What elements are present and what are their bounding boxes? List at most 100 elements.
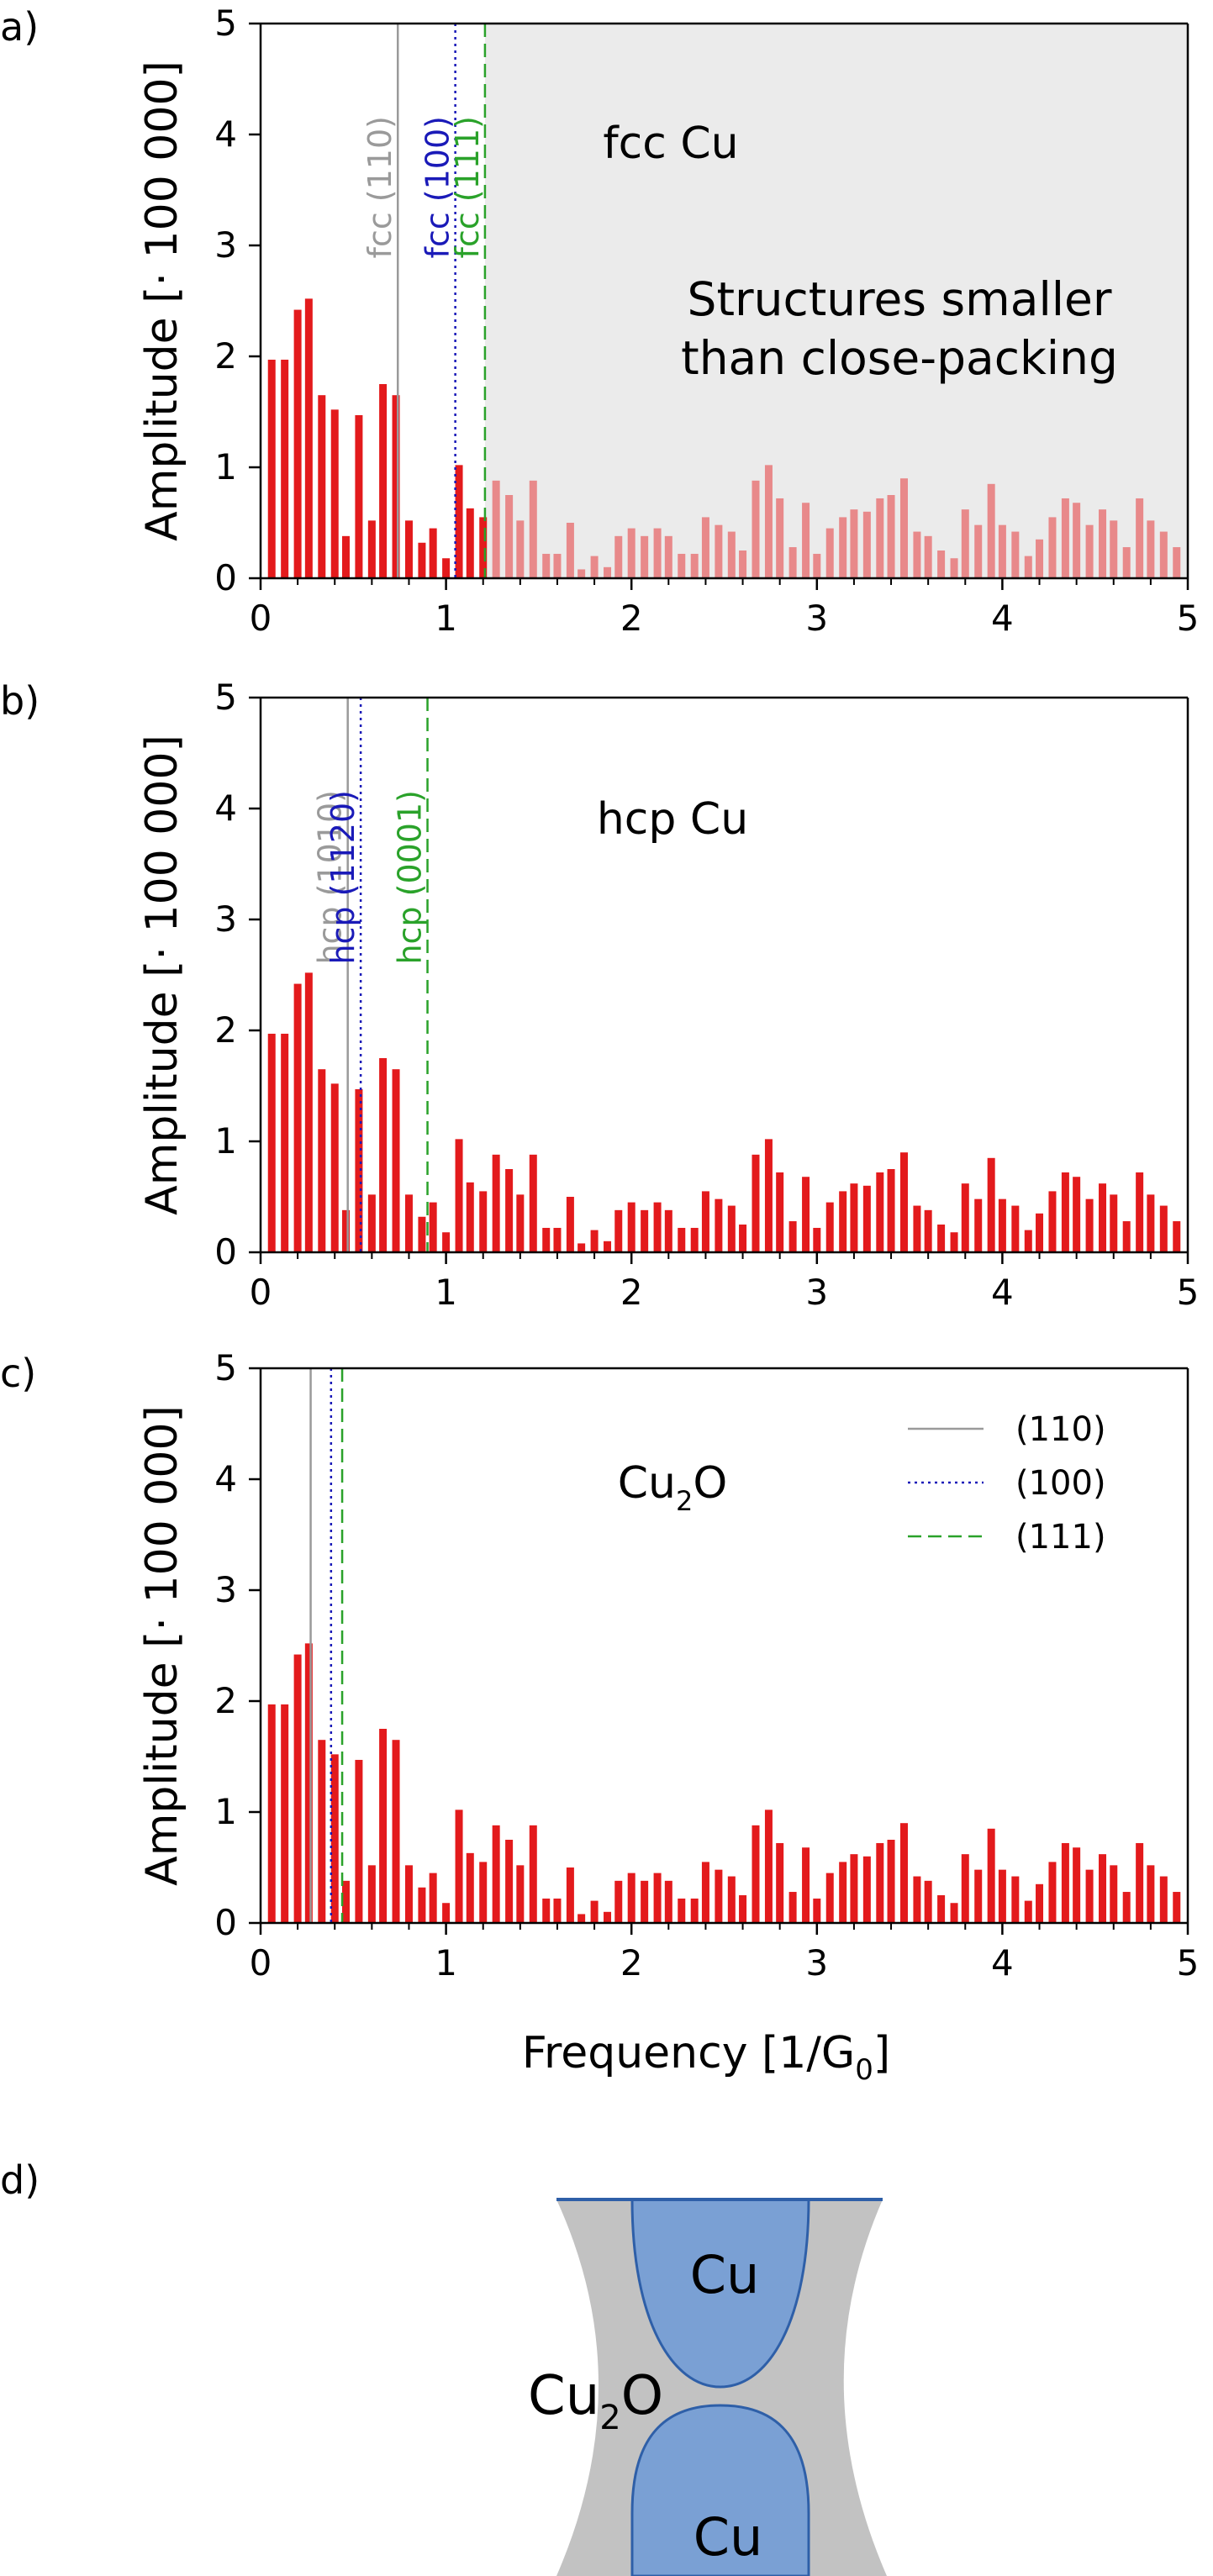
y-tick-label: 2 [214, 335, 237, 377]
bar [466, 1852, 474, 1923]
bar [553, 1227, 562, 1252]
bar [739, 1225, 747, 1252]
y-axis-label: Amplitude [· 100 000] [137, 61, 187, 541]
bar [341, 1209, 350, 1252]
bar [641, 1880, 649, 1923]
bar [293, 309, 302, 578]
x-tick-label: 1 [435, 1942, 457, 1983]
x-tick-label: 1 [435, 1272, 457, 1313]
bar [1036, 1213, 1044, 1252]
bar [701, 517, 709, 578]
reference-line-label: hcp (0001) [392, 790, 429, 965]
bar [641, 535, 649, 578]
x-tick-label: 0 [250, 598, 272, 639]
bar [577, 1243, 586, 1252]
bar [653, 1873, 662, 1923]
panel-label-b: b) [0, 678, 40, 724]
bar [379, 384, 388, 578]
bar [318, 1069, 326, 1252]
bar [937, 1895, 946, 1923]
bar [429, 1202, 437, 1252]
chart-panel-c: c) 0 1 2 3 4 5 0 1 2 3 4 5 Amplitude [· 100 000] Cu2… [0, 1347, 1199, 2087]
bar [442, 1903, 451, 1923]
bar [924, 1209, 932, 1252]
bar [1073, 1177, 1081, 1252]
bar [1011, 1876, 1020, 1923]
bar [304, 1643, 313, 1923]
bar [604, 1911, 612, 1923]
bar [429, 528, 437, 578]
bar [418, 1216, 426, 1252]
x-tick-label: 4 [991, 598, 1014, 639]
bar [974, 1198, 983, 1252]
legend-label: (110) [1015, 1410, 1106, 1449]
reference-lines-c [309, 1368, 344, 1923]
bar [887, 495, 895, 578]
bar [924, 535, 932, 578]
cu-bottom-label: Cu [694, 2506, 763, 2568]
bar [442, 558, 451, 578]
bar [876, 498, 884, 578]
bar [590, 556, 599, 578]
bar [341, 1880, 350, 1923]
x-tick-label: 2 [620, 1272, 643, 1313]
bar [1011, 531, 1020, 578]
bar [418, 542, 426, 578]
bar [1136, 1172, 1144, 1252]
reference-line-label: hcp (1010) [312, 790, 349, 965]
bar [479, 1191, 488, 1252]
bar [678, 1898, 686, 1923]
bar [604, 566, 612, 578]
axes-b: 0 1 2 3 4 5 0 1 2 3 4 5 Amplitude [· 100 000] [137, 677, 1199, 1313]
bar [998, 1198, 1006, 1252]
bar [577, 1914, 586, 1923]
bar [1159, 1205, 1168, 1252]
x-tick-label: 4 [991, 1272, 1014, 1313]
bar [752, 1825, 760, 1923]
bar [1048, 1862, 1057, 1923]
bar [505, 1169, 514, 1252]
bar [862, 1185, 871, 1252]
bar [516, 1865, 525, 1923]
bar [293, 983, 302, 1252]
bar [974, 524, 983, 578]
bar [653, 528, 662, 578]
y-tick-label: 5 [214, 3, 237, 44]
bar [987, 1828, 995, 1923]
cu2o-label: Cu2O [528, 2365, 663, 2437]
bar [764, 1810, 773, 1923]
bar [318, 1740, 326, 1923]
bar [281, 1704, 289, 1923]
bar [1085, 1869, 1094, 1923]
bar [1110, 1194, 1118, 1252]
bar [1036, 1883, 1044, 1923]
panel-label-d: d) [0, 2157, 40, 2203]
bar [899, 478, 908, 578]
bar [281, 359, 289, 578]
cu-top-label: Cu [690, 2244, 760, 2305]
bar [876, 1172, 884, 1252]
bar [998, 1869, 1006, 1923]
bar [1099, 1854, 1107, 1923]
bar [304, 298, 313, 578]
bar [1122, 1221, 1131, 1252]
chart-panel-b: b) hcp (1010)hcp (1120) hcp (0001) 0 1 2 3 4 5… [0, 677, 1199, 1313]
bar [950, 1903, 958, 1923]
bar [987, 1157, 995, 1252]
bar [924, 1880, 932, 1923]
bar [516, 520, 525, 578]
bar [913, 1876, 921, 1923]
bar [850, 1183, 858, 1252]
bar [404, 520, 413, 578]
x-tick-label: 2 [620, 598, 643, 639]
bar [1173, 1892, 1181, 1923]
legend-label: (111) [1015, 1518, 1106, 1557]
bar [1085, 524, 1094, 578]
bar [505, 1840, 514, 1923]
bar [614, 1880, 623, 1923]
bar [752, 1154, 760, 1252]
bar [267, 1033, 276, 1252]
y-tick-label: 1 [214, 446, 237, 487]
bar [802, 1177, 810, 1252]
bar [627, 1873, 636, 1923]
